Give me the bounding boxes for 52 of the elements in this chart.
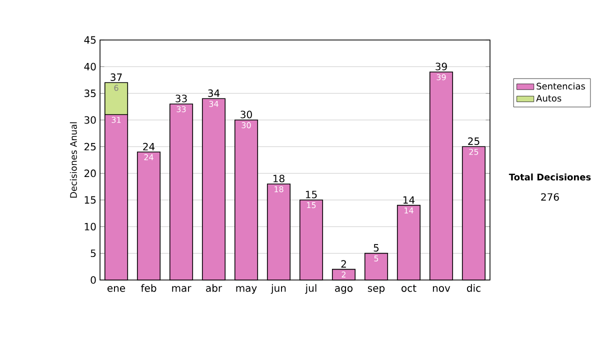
text: 276 — [541, 193, 559, 201]
y-tick-label: 35 — [84, 90, 96, 98]
y-tick-label: 0 — [90, 276, 96, 284]
data-label: 34 — [209, 100, 218, 107]
data-label: 39 — [436, 74, 446, 80]
x-tick-label: oct — [402, 284, 416, 292]
data-label: 15 — [307, 202, 316, 208]
text: Total Decisiones — [508, 174, 591, 180]
y-tick-label: 5 — [90, 250, 96, 258]
legend-label: Autos — [536, 94, 562, 102]
data-label: 24 — [144, 154, 154, 160]
x-tick-label: ene — [107, 286, 126, 292]
total-label: 30 — [240, 110, 252, 118]
y-axis-title: Decisiones Anual — [70, 122, 77, 198]
total-label: 37 — [110, 73, 122, 81]
data-label: 2 — [342, 272, 346, 278]
x-tick-label: jul — [305, 284, 316, 294]
total-label: 39 — [436, 62, 447, 70]
total-label: 25 — [468, 137, 480, 145]
total-label: 2 — [341, 260, 346, 268]
y-tick-label: 30 — [84, 116, 96, 124]
total-label: 14 — [403, 196, 415, 204]
x-tick-label: mar — [172, 286, 192, 292]
data-label: 14 — [404, 208, 414, 214]
total-label: 34 — [208, 89, 220, 97]
y-tick-label: 45 — [84, 36, 96, 44]
total-label: 15 — [306, 190, 317, 198]
y-tick-label: 15 — [84, 196, 96, 204]
data-label: 33 — [176, 106, 186, 112]
x-tick-label: sep — [368, 286, 385, 294]
total-label: 33 — [176, 94, 187, 102]
data-label: 5 — [374, 256, 378, 262]
x-tick-label: abr — [206, 284, 222, 292]
data-label: 18 — [274, 186, 284, 192]
y-tick-label: 10 — [84, 222, 96, 230]
y-tick-label: 40 — [84, 62, 96, 70]
x-tick-label: nov — [432, 286, 450, 292]
total-label: 18 — [273, 174, 284, 182]
x-tick-label: jun — [270, 284, 286, 294]
y-tick-label: 20 — [84, 170, 96, 178]
legend-label: Sentencias — [536, 82, 586, 90]
data-label: 31 — [112, 116, 121, 123]
x-tick-label: dic — [466, 284, 480, 292]
data-label: 30 — [242, 122, 251, 128]
x-tick-label: may — [236, 286, 257, 294]
total-label: 24 — [143, 142, 155, 150]
data-label: 6 — [114, 84, 118, 91]
total-label: 5 — [374, 244, 379, 252]
x-tick-label: feb — [140, 284, 156, 292]
data-label: 25 — [469, 148, 478, 155]
y-tick-label: 25 — [84, 142, 96, 150]
x-tick-label: ago — [335, 286, 352, 294]
